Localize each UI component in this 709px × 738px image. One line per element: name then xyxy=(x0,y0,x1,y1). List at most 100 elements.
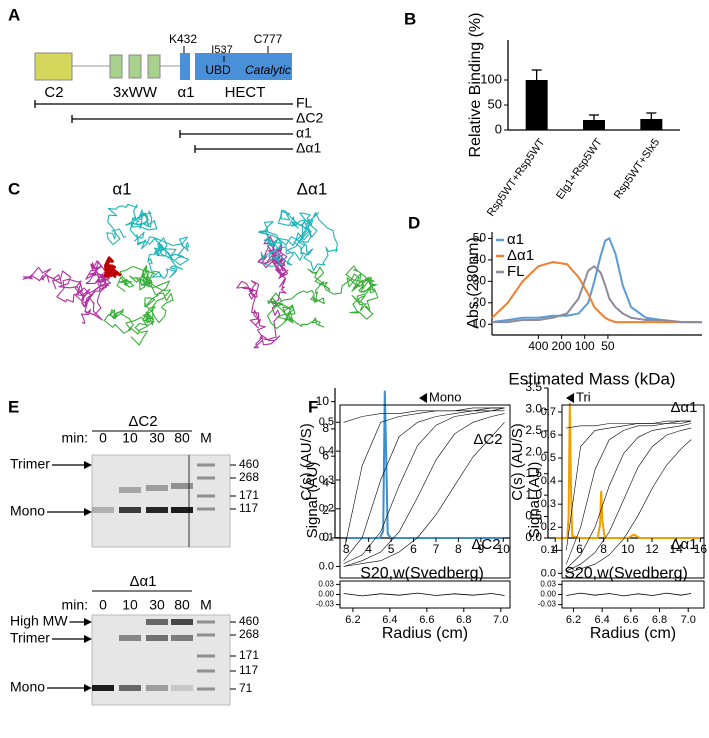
y-tick-label: 50 xyxy=(488,96,502,111)
lane-label: 0 xyxy=(99,597,107,613)
time-label: min: xyxy=(62,597,88,613)
residue-label: K432 xyxy=(169,32,197,46)
y-tick-label: 0.4 xyxy=(319,445,334,457)
data-line xyxy=(566,439,692,574)
marker-band xyxy=(197,633,215,637)
gel-band xyxy=(146,685,168,691)
band-arrowhead xyxy=(84,635,92,643)
band-label: Trimer xyxy=(10,456,50,472)
x-axis-title: S20,w(Svedberg) xyxy=(564,565,688,582)
y-axis-title: Signal (AU) xyxy=(526,462,543,539)
y-tick-label: 8 xyxy=(322,421,329,435)
lane-label: 30 xyxy=(149,430,165,446)
gel-band xyxy=(171,619,193,625)
marker-band xyxy=(197,687,215,691)
y-tick-label: 2.5 xyxy=(525,423,542,437)
data-line xyxy=(566,423,692,570)
data-line xyxy=(343,413,505,567)
x-tick-label: 9 xyxy=(477,542,484,556)
x-tick-label: 7.0 xyxy=(681,614,696,626)
x-tick-label: 50 xyxy=(601,339,615,353)
gel-title: ΔC2 xyxy=(128,413,157,430)
structure-trace xyxy=(22,260,113,324)
domain-label: C2 xyxy=(44,84,63,101)
x-tick-label: Rsp5WT+Slx5 xyxy=(612,137,662,202)
y-axis-title: Relative Binding (%) xyxy=(467,13,484,158)
chart-label: ΔC2 xyxy=(471,536,500,553)
data-line xyxy=(566,427,692,572)
y-tick-label: 0.1 xyxy=(319,532,334,544)
gel-band xyxy=(119,635,141,641)
y-axis-title: Abs (280nm) xyxy=(465,237,482,329)
x-tick-label: 6 xyxy=(410,542,417,556)
data-line xyxy=(346,390,504,539)
y-tick-label: 10 xyxy=(473,316,487,330)
y-tick-label: 0 xyxy=(495,121,502,136)
y-tick-label: 10 xyxy=(316,394,330,408)
time-label: min: xyxy=(62,430,88,446)
y-tick-label: 0.5 xyxy=(541,452,556,464)
data-line xyxy=(491,260,702,324)
marker-band xyxy=(197,494,215,498)
x-tick-label: 6.6 xyxy=(623,614,638,626)
y-tick-label: -0.03 xyxy=(316,600,335,609)
gel-title: Δα1 xyxy=(129,573,156,590)
residual-line xyxy=(343,592,505,597)
y-tick-label: 1.0 xyxy=(525,487,542,501)
y-tick-label: 0.00 xyxy=(318,590,334,599)
x-axis-title: Radius (cm) xyxy=(382,625,468,642)
y-tick-label: 0.0 xyxy=(319,560,334,572)
bar xyxy=(525,80,548,130)
marker-label: 460 xyxy=(239,614,259,628)
annotation: Tri xyxy=(576,389,591,404)
lane-label: 10 xyxy=(122,597,138,613)
panel-label: B xyxy=(404,9,416,28)
band-arrowhead xyxy=(84,684,92,692)
marker-label: 171 xyxy=(239,648,259,662)
band-arrowhead xyxy=(84,618,92,626)
chart-label: Δα1 xyxy=(670,399,697,416)
marker-band xyxy=(197,476,215,480)
construct-label: ΔC2 xyxy=(296,110,323,126)
plot-frame xyxy=(339,404,511,579)
annotation-arrow xyxy=(419,393,427,403)
y-tick-label: 1.5 xyxy=(525,466,542,480)
legend-label: FL xyxy=(507,263,525,280)
x-tick-label: 5 xyxy=(388,542,395,556)
ww-domain xyxy=(128,54,142,79)
gel-band xyxy=(146,485,168,491)
gel-band xyxy=(146,619,168,625)
y-tick-label: 100 xyxy=(480,71,502,86)
panel-label: D xyxy=(408,213,420,232)
y-axis-title: C(s) (AU/S) xyxy=(509,423,526,501)
data-line xyxy=(491,236,702,324)
structure-trace xyxy=(258,209,338,272)
lane-label: 80 xyxy=(174,430,190,446)
x-tick-label: 10 xyxy=(621,542,635,556)
data-line xyxy=(343,410,505,564)
y-tick-label: 2 xyxy=(322,503,329,517)
x-tick-label: 12 xyxy=(645,542,659,556)
data-line xyxy=(555,402,701,539)
marker-band xyxy=(197,463,215,467)
panel-label: F xyxy=(308,397,318,416)
band-arrowhead xyxy=(84,508,92,516)
y-tick-label: 40 xyxy=(473,252,487,266)
x-tick-label: 200 xyxy=(552,339,572,353)
gel-band xyxy=(146,635,168,641)
c2-domain xyxy=(34,52,73,81)
annotation: Mono xyxy=(429,389,462,404)
marker-band xyxy=(197,669,215,673)
x-tick-label: 7.0 xyxy=(493,614,508,626)
y-tick-label: 4 xyxy=(322,476,329,490)
y-tick-label: 50 xyxy=(473,231,487,245)
panel-label: C xyxy=(8,179,20,198)
x-tick-label: 400 xyxy=(528,339,548,353)
alpha1-domain xyxy=(180,53,190,80)
gel-band xyxy=(119,507,141,513)
x-tick-label: 6 xyxy=(576,542,583,556)
data-line xyxy=(343,407,505,561)
y-tick-label: 0.7 xyxy=(541,406,556,418)
domain-label: HECT xyxy=(225,84,266,101)
bar xyxy=(583,120,605,130)
